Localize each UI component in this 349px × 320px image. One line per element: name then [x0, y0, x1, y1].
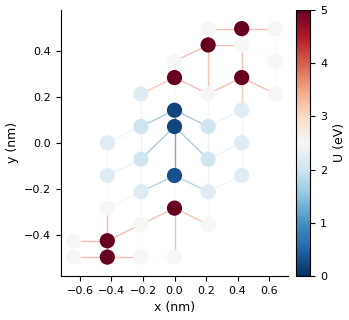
Point — [105, 205, 110, 211]
Point — [273, 59, 278, 64]
Point — [172, 205, 177, 211]
Point — [105, 254, 110, 260]
Point — [172, 124, 177, 129]
Point — [239, 108, 245, 113]
Point — [205, 42, 211, 47]
Point — [138, 91, 144, 96]
Point — [71, 238, 76, 243]
Point — [105, 173, 110, 178]
Point — [138, 222, 144, 227]
Point — [273, 91, 278, 96]
Y-axis label: y (nm): y (nm) — [6, 122, 18, 164]
Point — [239, 42, 245, 47]
Point — [138, 124, 144, 129]
Point — [239, 26, 245, 31]
Point — [273, 26, 278, 31]
Point — [205, 189, 211, 194]
Point — [205, 124, 211, 129]
Point — [105, 238, 110, 243]
Point — [172, 173, 177, 178]
Point — [239, 173, 245, 178]
Point — [239, 75, 245, 80]
Point — [205, 222, 211, 227]
Point — [205, 26, 211, 31]
Point — [205, 156, 211, 162]
Point — [172, 108, 177, 113]
Point — [205, 91, 211, 96]
Point — [138, 189, 144, 194]
Point — [71, 254, 76, 260]
Point — [172, 254, 177, 260]
X-axis label: x (nm): x (nm) — [154, 301, 195, 315]
Point — [138, 254, 144, 260]
Point — [172, 59, 177, 64]
Point — [105, 140, 110, 145]
Point — [138, 156, 144, 162]
Y-axis label: U (eV): U (eV) — [333, 123, 346, 163]
Point — [239, 140, 245, 145]
Point — [172, 75, 177, 80]
